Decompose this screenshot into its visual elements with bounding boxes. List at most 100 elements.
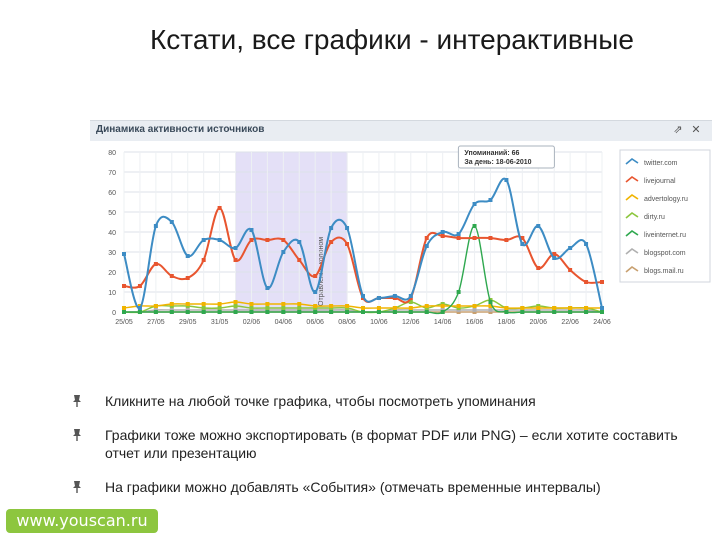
data-point[interactable]: [185, 276, 190, 280]
data-point[interactable]: [249, 228, 254, 232]
data-point[interactable]: [185, 310, 190, 314]
data-point[interactable]: [201, 310, 206, 314]
data-point[interactable]: [584, 242, 589, 246]
data-point[interactable]: [584, 306, 589, 310]
data-point[interactable]: [297, 240, 302, 244]
data-point[interactable]: [568, 268, 573, 272]
data-point[interactable]: [472, 202, 477, 206]
data-point[interactable]: [600, 280, 604, 284]
data-point[interactable]: [297, 310, 302, 314]
data-point[interactable]: [488, 304, 493, 308]
data-point[interactable]: [345, 310, 350, 314]
data-point[interactable]: [552, 256, 557, 260]
legend-label[interactable]: advertology.ru: [644, 196, 688, 203]
data-point[interactable]: [456, 304, 461, 308]
data-point[interactable]: [265, 286, 270, 290]
data-point[interactable]: [217, 310, 222, 314]
data-point[interactable]: [424, 244, 429, 248]
data-point[interactable]: [217, 206, 222, 210]
data-point[interactable]: [424, 236, 429, 240]
data-point[interactable]: [472, 224, 477, 228]
data-point[interactable]: [137, 284, 142, 288]
data-point[interactable]: [504, 310, 509, 314]
data-point[interactable]: [217, 238, 222, 242]
data-point[interactable]: [600, 306, 604, 310]
data-point[interactable]: [440, 310, 445, 314]
data-point[interactable]: [408, 294, 413, 298]
data-point[interactable]: [233, 304, 238, 308]
data-point[interactable]: [153, 262, 158, 266]
data-point[interactable]: [122, 310, 126, 314]
data-point[interactable]: [281, 238, 286, 242]
data-point[interactable]: [376, 296, 381, 300]
data-point[interactable]: [313, 274, 318, 278]
data-point[interactable]: [233, 258, 238, 262]
data-point[interactable]: [376, 310, 381, 314]
data-point[interactable]: [440, 304, 445, 308]
data-point[interactable]: [440, 230, 445, 234]
data-point[interactable]: [392, 294, 397, 298]
data-point[interactable]: [249, 306, 254, 310]
data-point[interactable]: [265, 238, 270, 242]
data-point[interactable]: [313, 290, 318, 294]
data-point[interactable]: [153, 224, 158, 228]
data-point[interactable]: [504, 306, 509, 310]
data-point[interactable]: [297, 306, 302, 310]
data-point[interactable]: [265, 302, 270, 306]
data-point[interactable]: [153, 304, 158, 308]
data-point[interactable]: [392, 310, 397, 314]
data-point[interactable]: [536, 310, 541, 314]
data-point[interactable]: [137, 310, 142, 314]
data-point[interactable]: [329, 310, 334, 314]
data-point[interactable]: [456, 232, 461, 236]
data-point[interactable]: [472, 236, 477, 240]
legend-label[interactable]: livejournal: [644, 178, 676, 185]
data-point[interactable]: [122, 284, 126, 288]
data-point[interactable]: [345, 226, 350, 230]
legend-label[interactable]: liveinternet.ru: [644, 232, 686, 239]
data-point[interactable]: [361, 310, 365, 314]
data-point[interactable]: [568, 310, 573, 314]
data-point[interactable]: [169, 310, 174, 314]
data-point[interactable]: [185, 254, 190, 258]
data-point[interactable]: [169, 220, 174, 224]
data-point[interactable]: [201, 306, 206, 310]
data-point[interactable]: [137, 306, 142, 310]
data-point[interactable]: [265, 306, 270, 310]
data-point[interactable]: [584, 280, 589, 284]
data-point[interactable]: [329, 240, 334, 244]
data-point[interactable]: [440, 234, 445, 238]
data-point[interactable]: [201, 238, 206, 242]
data-point[interactable]: [249, 238, 254, 242]
data-point[interactable]: [281, 250, 286, 254]
data-point[interactable]: [313, 310, 318, 314]
data-point[interactable]: [536, 224, 541, 228]
data-point[interactable]: [408, 300, 413, 304]
data-point[interactable]: [329, 226, 334, 230]
export-icon[interactable]: ⇗: [673, 124, 683, 136]
data-point[interactable]: [265, 310, 270, 314]
data-point[interactable]: [297, 302, 302, 306]
data-point[interactable]: [504, 238, 509, 242]
data-point[interactable]: [233, 300, 238, 304]
legend-label[interactable]: dirty.ru: [644, 214, 665, 221]
data-point[interactable]: [169, 302, 174, 306]
data-point[interactable]: [281, 306, 286, 310]
data-point[interactable]: [376, 306, 381, 310]
data-point[interactable]: [345, 304, 350, 308]
data-point[interactable]: [217, 306, 222, 310]
data-point[interactable]: [472, 308, 477, 312]
data-point[interactable]: [217, 302, 222, 306]
data-point[interactable]: [552, 306, 557, 310]
data-point[interactable]: [568, 306, 573, 310]
data-point[interactable]: [568, 246, 573, 250]
data-point[interactable]: [233, 246, 238, 250]
data-point[interactable]: [201, 258, 206, 262]
close-icon[interactable]: ✕: [691, 124, 701, 136]
data-point[interactable]: [488, 300, 493, 304]
data-point[interactable]: [488, 198, 493, 202]
footer-logo[interactable]: www.youscan.ru: [6, 509, 158, 533]
data-point[interactable]: [169, 274, 174, 278]
data-point[interactable]: [552, 310, 557, 314]
data-point[interactable]: [249, 310, 254, 314]
